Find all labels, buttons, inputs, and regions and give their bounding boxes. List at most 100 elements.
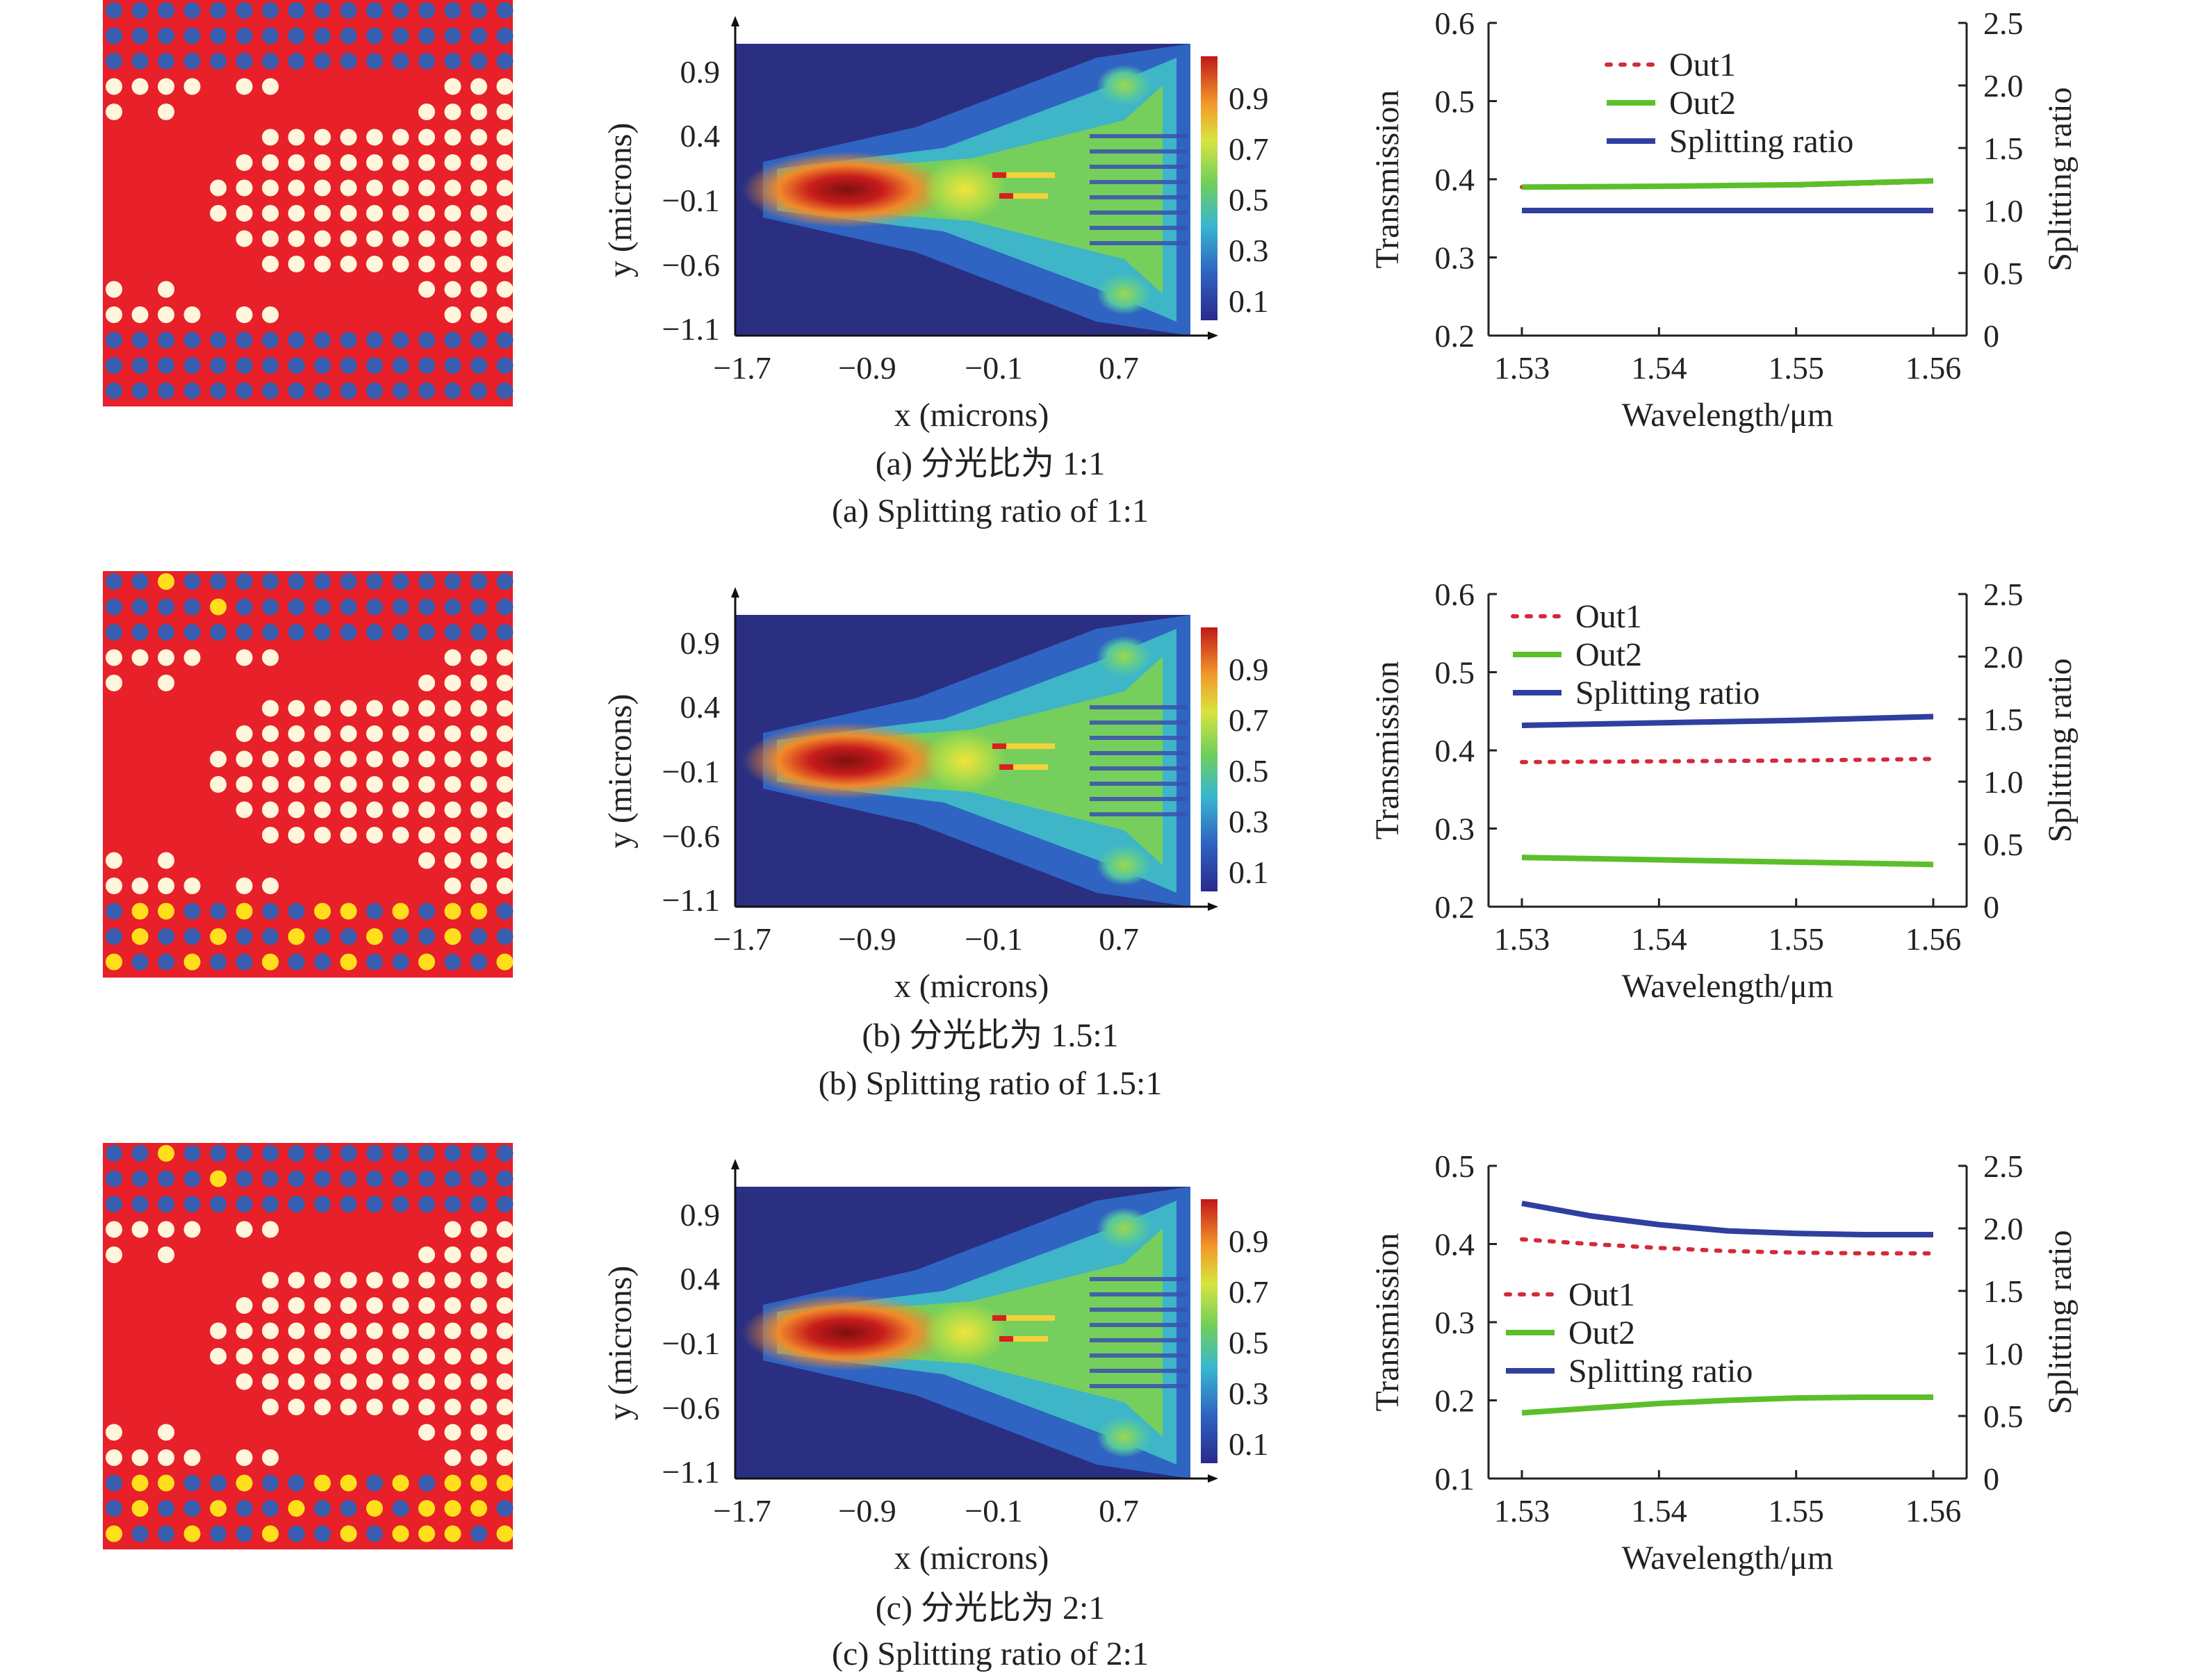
pc-hole (262, 1322, 279, 1340)
field-y-arrow (731, 1159, 739, 1169)
field-ytick-label: −0.1 (662, 754, 720, 789)
pc-hole (158, 1424, 174, 1441)
pc-hole (236, 725, 253, 742)
pc-hole (106, 1145, 122, 1162)
pc-hole (262, 306, 279, 323)
pc-hole (470, 382, 487, 400)
pc-hole (444, 27, 461, 44)
pc-hole (288, 256, 305, 272)
pc-hole (366, 827, 383, 843)
pc-hole (470, 624, 487, 641)
field-xtick-label: 0.7 (1099, 350, 1139, 386)
pc-hole (314, 179, 331, 197)
pc-hole (418, 725, 435, 742)
pc-hole (158, 104, 174, 120)
pc-hole (470, 1348, 487, 1365)
pc-hole (470, 776, 487, 793)
pc-hole (470, 1170, 487, 1187)
field-ytick-label: −1.1 (662, 311, 720, 347)
pc-hole (106, 27, 122, 44)
field-ytick-label: 0.4 (680, 118, 721, 154)
pc-hole (236, 624, 253, 641)
pc-hole (262, 357, 279, 374)
pc-hole (392, 53, 409, 69)
pc-hole (288, 903, 305, 920)
pc-hole (392, 1373, 409, 1390)
pc-hole (340, 1170, 357, 1187)
chart-xtick-label: 1.54 (1631, 1493, 1687, 1529)
pc-hole (106, 104, 122, 120)
pc-hole (262, 1170, 279, 1187)
pc-hole (392, 331, 409, 349)
pc-hole (314, 129, 331, 146)
chart-y2tick-label: 1.0 (1983, 764, 2024, 800)
pc-hole (262, 598, 279, 616)
pc-hole (262, 256, 279, 272)
pc-hole (496, 256, 514, 272)
colorbar-tick-label: 0.7 (1229, 131, 1269, 167)
pc-hole (470, 700, 487, 717)
pc-hole (131, 573, 149, 590)
pc-hole (106, 331, 122, 349)
pc-hole (418, 1500, 435, 1517)
figure-row: 0.9 0.4 −0.1 −0.6 −1.1−1.7 −0.9 −0.1 0.7 x (micr… (103, 1143, 2079, 1576)
pc-hole (106, 878, 122, 894)
pc-hole (262, 154, 279, 171)
field-xtick-label: −1.7 (713, 350, 771, 386)
pc-hole (288, 1373, 305, 1390)
pc-hole (366, 230, 383, 247)
pc-hole (288, 2, 305, 19)
pc-hole (131, 1449, 149, 1466)
legend-label: Out1 (1669, 47, 1736, 83)
pc-hole (366, 725, 383, 742)
field-xtick-label: −0.9 (838, 921, 896, 957)
pc-hole (392, 230, 409, 247)
field-hotspot (742, 1294, 951, 1371)
pc-hole (340, 1373, 357, 1390)
pc-hole (288, 205, 305, 222)
pc-hole (183, 1145, 201, 1162)
pc-hole (158, 598, 174, 616)
pc-hole (418, 331, 435, 349)
pc-hole (392, 154, 409, 171)
field-ytick-label: 0.4 (680, 689, 721, 725)
pc-hole (418, 1373, 435, 1390)
pc-hole (262, 230, 279, 247)
pc-hole (210, 2, 227, 19)
pc-hole (262, 27, 279, 44)
pc-hole (288, 624, 305, 641)
pc-hole (418, 953, 435, 971)
pc-hole (183, 2, 201, 19)
pc-hole (418, 624, 435, 641)
pc-hole (340, 928, 357, 945)
pc-hole (496, 1525, 514, 1542)
field-stripe (1090, 165, 1187, 169)
pc-hole (470, 852, 487, 869)
pc-hole (131, 53, 149, 69)
field-stripe (1090, 1353, 1187, 1358)
pc-hole (470, 357, 487, 374)
pc-hole (131, 1170, 149, 1187)
colorbar-tick-label: 0.1 (1229, 1426, 1269, 1462)
pc-hole (392, 928, 409, 945)
field-ytick-label: 0.9 (680, 1197, 721, 1233)
pc-hole (470, 928, 487, 945)
legend-label: Out2 (1568, 1315, 1635, 1351)
pc-hole (183, 573, 201, 590)
legend-label: Splitting ratio (1575, 675, 1760, 711)
pc-hole (470, 1424, 487, 1441)
pc-hole (340, 382, 357, 400)
pc-hole (236, 2, 253, 19)
pc-hole (340, 598, 357, 616)
pc-hole (470, 154, 487, 171)
pc-hole (366, 129, 383, 146)
pc-hole (262, 1474, 279, 1492)
field-ytick-label: 0.4 (680, 1261, 721, 1296)
pc-hole (314, 357, 331, 374)
pc-hole (262, 129, 279, 146)
pc-hole (392, 129, 409, 146)
pc-hole (444, 750, 461, 768)
field-stripe (1013, 193, 1034, 199)
field-stripe (1013, 764, 1034, 770)
pc-hole (444, 1373, 461, 1390)
